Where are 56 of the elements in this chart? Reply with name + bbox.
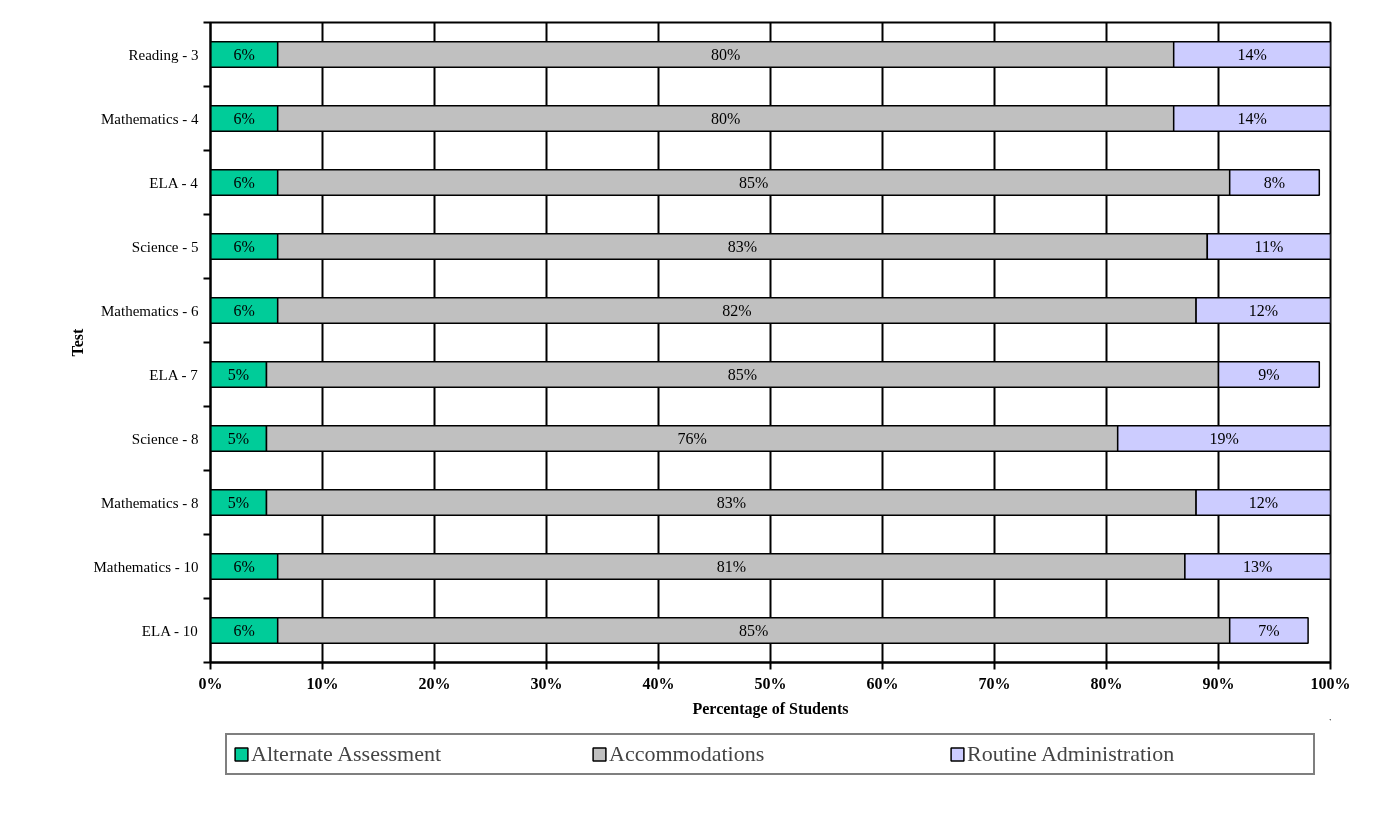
data-label: 83% bbox=[716, 494, 746, 511]
data-label: 19% bbox=[1209, 430, 1239, 447]
data-label: 11% bbox=[1254, 238, 1284, 255]
y-tick-label: Mathematics - 4 bbox=[101, 110, 199, 127]
data-label: 85% bbox=[739, 174, 769, 191]
x-tick-label: 90% bbox=[1202, 674, 1235, 692]
legend-label: Accommodations bbox=[609, 741, 766, 767]
data-label: 14% bbox=[1237, 46, 1267, 63]
y-tick-label: Reading - 3 bbox=[128, 46, 199, 63]
y-tick-label: ELA - 10 bbox=[141, 622, 198, 639]
y-tick-label: Science - 5 bbox=[131, 238, 199, 255]
y-tick-label: Science - 8 bbox=[131, 430, 199, 447]
x-tick-label: 30% bbox=[530, 674, 563, 692]
data-label: 76% bbox=[677, 430, 707, 447]
data-label: 85% bbox=[739, 622, 769, 639]
y-tick-label: ELA - 7 bbox=[149, 366, 199, 383]
data-label: 14% bbox=[1237, 110, 1267, 127]
y-tick-label: Mathematics - 8 bbox=[101, 494, 199, 511]
data-label: 12% bbox=[1248, 302, 1278, 319]
data-label: 9% bbox=[1258, 366, 1280, 383]
data-label: 7% bbox=[1258, 622, 1280, 639]
x-tick-label: 80% bbox=[1090, 674, 1123, 692]
data-label: 5% bbox=[227, 366, 250, 383]
data-label: 85% bbox=[727, 366, 758, 383]
data-label: 83% bbox=[727, 238, 758, 255]
data-label: 12% bbox=[1248, 494, 1278, 511]
data-label: 6% bbox=[233, 46, 255, 63]
data-label: 6% bbox=[233, 110, 255, 127]
x-axis-title: Percentage of Students bbox=[692, 699, 849, 718]
x-tick-label: 20% bbox=[418, 674, 451, 692]
x-tick-label: 10% bbox=[306, 674, 339, 692]
data-label: 6% bbox=[233, 174, 255, 191]
data-label: 5% bbox=[227, 494, 250, 511]
y-tick-label: Mathematics - 6 bbox=[101, 302, 199, 319]
legend-label: Alternate Assessment bbox=[251, 741, 443, 767]
data-label: 6% bbox=[233, 302, 255, 319]
data-label: 80% bbox=[711, 46, 741, 63]
y-axis-title: Test bbox=[68, 327, 86, 357]
y-tick-label: ELA - 4 bbox=[149, 174, 199, 191]
x-tick-label: 50% bbox=[754, 674, 787, 692]
data-label: 6% bbox=[233, 238, 255, 255]
data-label: 81% bbox=[716, 558, 746, 575]
data-label: 5% bbox=[227, 430, 250, 447]
legend-label: Routine Administration bbox=[967, 741, 1176, 767]
x-tick-label: 100% bbox=[1310, 674, 1351, 692]
data-label: 82% bbox=[722, 302, 752, 319]
data-label: 6% bbox=[233, 558, 255, 575]
x-tick-label: 70% bbox=[978, 674, 1011, 692]
x-tick-label: 40% bbox=[642, 674, 675, 692]
data-label: 8% bbox=[1263, 174, 1286, 191]
x-tick-label: 0% bbox=[198, 674, 223, 692]
data-label: 13% bbox=[1243, 558, 1273, 575]
x-tick-label: 60% bbox=[866, 674, 899, 692]
y-tick-label: Mathematics - 10 bbox=[93, 558, 199, 575]
data-label: 80% bbox=[711, 110, 741, 127]
data-label: 6% bbox=[233, 622, 255, 639]
